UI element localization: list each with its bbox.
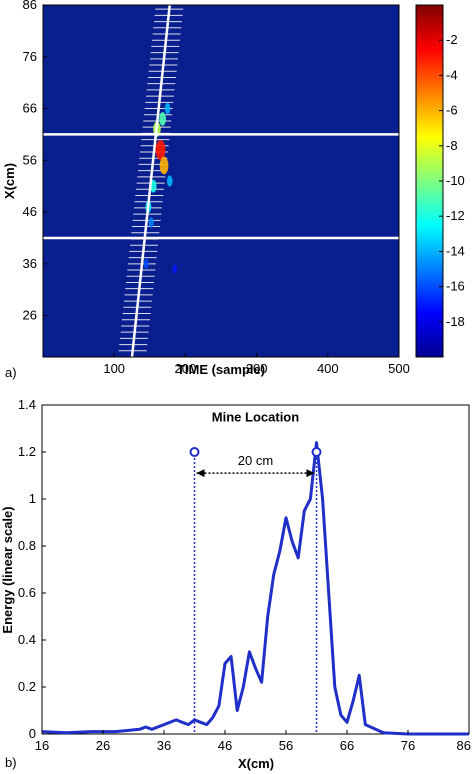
y-tick-label: 86 xyxy=(23,0,37,12)
heatmap-y-axis-label: X(cm) xyxy=(2,163,17,199)
x-tick-label: 56 xyxy=(279,738,293,753)
heatmap-marks xyxy=(43,5,399,357)
y-tick-label: 1.4 xyxy=(18,397,36,412)
x-tick-label: 100 xyxy=(103,361,125,376)
y-tick-label: 36 xyxy=(23,256,37,271)
panel-b-label: b) xyxy=(5,755,17,770)
distance-arrow-head-left xyxy=(196,469,205,478)
x-tick-label: 66 xyxy=(340,738,354,753)
heatmap-hotspot xyxy=(155,139,166,160)
heatmap-hotspot xyxy=(159,156,169,175)
colorbar-tick-label: -8 xyxy=(446,138,458,153)
mine-location-title: Mine Location xyxy=(212,409,299,424)
x-tick-label: 36 xyxy=(157,738,171,753)
colorbar-ticks: -2 -4 -6 -8 -10 -12 -14 -16 -18 xyxy=(439,32,465,329)
line-x-axis-label: X(cm) xyxy=(238,756,274,771)
y-tick-label: 26 xyxy=(23,308,37,323)
heatmap-hotspot xyxy=(143,259,149,269)
mine-location-marker xyxy=(311,447,322,457)
line-panel: 20 cm Mine Location 16 26 36 46 56 66 76 86 0 0.2… xyxy=(0,397,471,771)
heatmap-frame xyxy=(42,4,400,358)
energy-series-line xyxy=(41,441,469,736)
heatmap-hotspot xyxy=(172,264,177,274)
x-tick-label: 86 xyxy=(457,738,471,753)
line-x-ticks: 16 26 36 46 56 66 76 86 xyxy=(35,730,471,753)
heatmap-hotspot xyxy=(164,102,171,115)
x-tick-label: 16 xyxy=(35,738,49,753)
colorbar-tick-label: -10 xyxy=(446,173,465,188)
y-tick-label: 66 xyxy=(23,101,37,116)
colorbar-tick-label: -18 xyxy=(446,314,465,329)
y-tick-label: 0.4 xyxy=(18,632,36,647)
mine-location-marker xyxy=(189,447,200,457)
heatmap-x-axis-label: TIME (sample) xyxy=(177,362,265,377)
colorbar-tick-label: -2 xyxy=(446,32,458,47)
colorbar-tick-label: -4 xyxy=(446,67,458,82)
line-plot-frame xyxy=(41,404,470,735)
y-tick-label: 76 xyxy=(23,49,37,64)
colorbar-tick-label: -6 xyxy=(446,103,458,118)
line-plot-marks: 20 cm Mine Location xyxy=(41,409,469,736)
heatmap-panel: 100 200 300 400 500 26 36 46 56 66 76 86 TIME (sam… xyxy=(2,0,465,380)
colorbar-tick-label: -14 xyxy=(446,243,465,258)
x-tick-label: 300 xyxy=(246,361,268,376)
y-tick-label: 0.2 xyxy=(18,679,36,694)
line-y-axis-label: Energy (linear scale) xyxy=(0,506,15,633)
x-tick-label: 76 xyxy=(401,738,415,753)
trace-line xyxy=(130,5,171,357)
heatmap-background xyxy=(43,5,399,357)
panel-a-label: a) xyxy=(5,365,17,380)
x-tick-label: 400 xyxy=(317,361,339,376)
y-tick-label: 0 xyxy=(29,726,36,741)
y-tick-label: 1.2 xyxy=(18,444,36,459)
y-tick-label: 56 xyxy=(23,152,37,167)
heatmap-hotspot xyxy=(148,217,154,228)
x-tick-label: 500 xyxy=(388,361,410,376)
distance-label: 20 cm xyxy=(238,453,273,468)
x-tick-label: 46 xyxy=(218,738,232,753)
y-tick-label: 46 xyxy=(23,204,37,219)
line-y-ticks: 0 0.2 0.4 0.6 0.8 1 1.2 1.4 xyxy=(18,397,46,741)
colorbar-tick-label: -12 xyxy=(446,208,465,223)
distance-arrow-head-right xyxy=(306,469,315,478)
heatmap-hotspot xyxy=(166,175,173,187)
x-tick-label: 26 xyxy=(96,738,110,753)
heatmap-x-ticks: 100 200 300 400 500 xyxy=(103,353,410,376)
y-tick-label: 0.8 xyxy=(18,538,36,553)
heatmap-y-ticks: 26 36 46 56 66 76 86 xyxy=(23,0,47,323)
heatmap-hotspot xyxy=(159,112,167,126)
x-tick-label: 200 xyxy=(175,361,197,376)
y-tick-label: 0.6 xyxy=(18,585,36,600)
colorbar xyxy=(415,4,444,358)
colorbar-tick-label: -16 xyxy=(446,279,465,294)
y-tick-label: 1 xyxy=(29,491,36,506)
